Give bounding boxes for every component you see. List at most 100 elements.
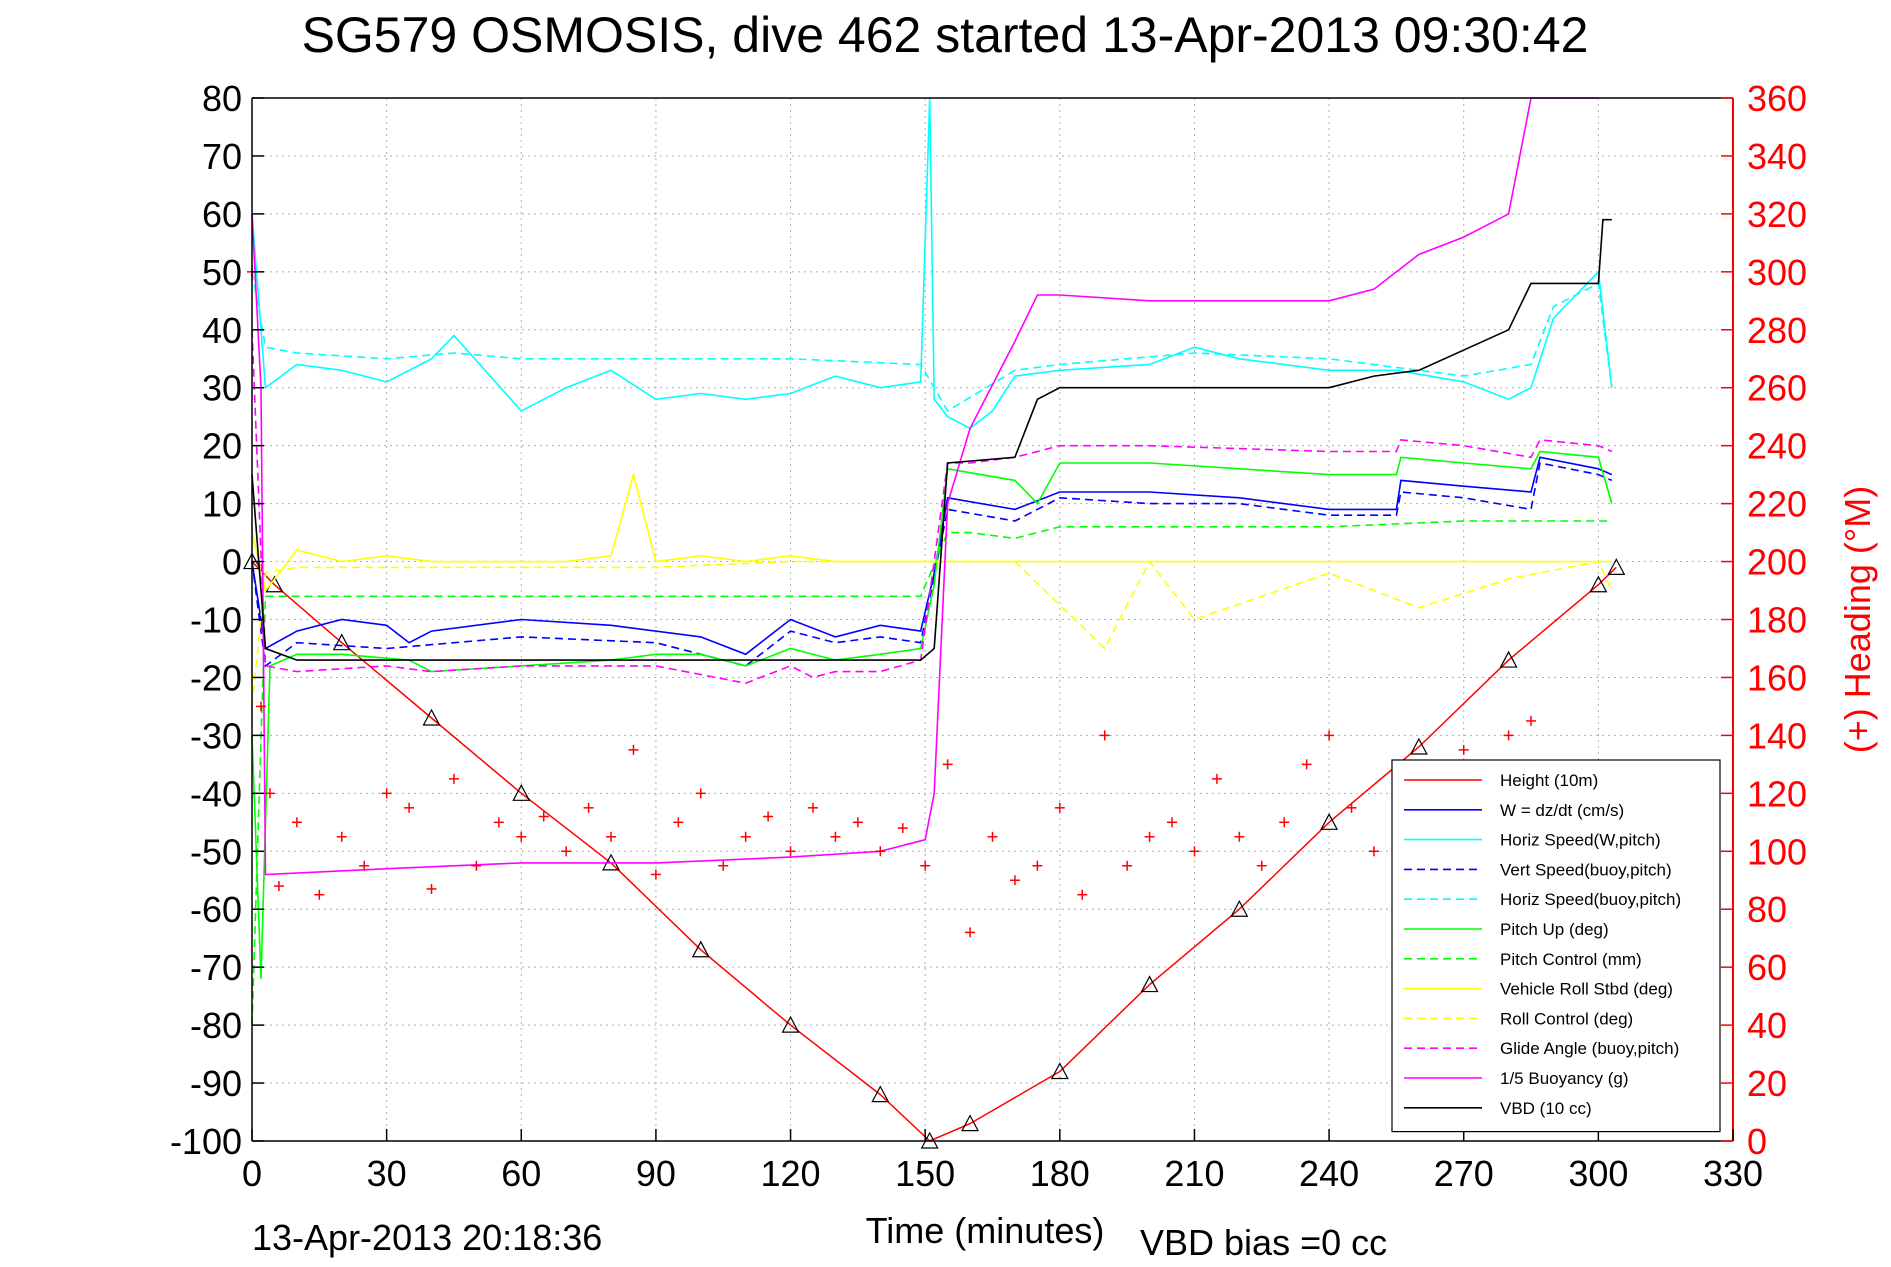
heading-point — [785, 846, 796, 857]
x-tick-label: 240 — [1299, 1153, 1359, 1194]
heading-point — [1144, 831, 1155, 842]
heading-point — [1368, 846, 1379, 857]
x-axis-label: Time (minutes) — [866, 1210, 1105, 1251]
heading-point — [875, 846, 886, 857]
x-tick-label: 270 — [1434, 1153, 1494, 1194]
y-tick-label: -80 — [190, 1005, 242, 1046]
y-right-tick-label: 220 — [1747, 484, 1807, 525]
heading-point — [1256, 860, 1267, 871]
legend-label: Glide Angle (buoy,pitch) — [1500, 1039, 1679, 1058]
heading-point — [264, 788, 275, 799]
height-marker — [1050, 1062, 1069, 1080]
y-right-tick-label: 360 — [1747, 78, 1807, 119]
y-right-tick-label: 200 — [1747, 542, 1807, 583]
heading-point — [1054, 802, 1065, 813]
x-tick-label: 180 — [1030, 1153, 1090, 1194]
y-tick-label: 80 — [202, 78, 242, 119]
heading-point — [1167, 817, 1178, 828]
heading-point — [1099, 730, 1110, 741]
y-tick-label: -100 — [170, 1121, 242, 1162]
y-right-tick-label: 280 — [1747, 310, 1807, 351]
x-tick-label: 60 — [501, 1153, 541, 1194]
height-marker — [691, 940, 710, 958]
legend-label: W = dz/dt (cm/s) — [1500, 801, 1624, 820]
series-horiz-speed-buoy-pitch — [251, 271, 1613, 413]
legend-label: Horiz Speed(buoy,pitch) — [1500, 890, 1681, 909]
height-marker — [1589, 575, 1608, 593]
y-right-tick-label: 0 — [1747, 1121, 1767, 1162]
x-tick-label: 330 — [1703, 1153, 1763, 1194]
heading-point — [763, 811, 774, 822]
heading-point — [807, 802, 818, 813]
y-right-tick-label: 260 — [1747, 368, 1807, 409]
y-tick-label: -40 — [190, 773, 242, 814]
heading-point — [426, 883, 437, 894]
legend-label: Pitch Up (deg) — [1500, 920, 1609, 939]
heading-point — [1032, 860, 1043, 871]
y-right-tick-label: 80 — [1747, 889, 1787, 930]
y-right-tick-label: 20 — [1747, 1063, 1787, 1104]
y-tick-label: 60 — [202, 194, 242, 235]
legend-label: Vert Speed(buoy,pitch) — [1500, 860, 1672, 879]
heading-point — [1009, 875, 1020, 886]
heading-point — [336, 831, 347, 842]
y-right-tick-label: 300 — [1747, 252, 1807, 293]
y-tick-labels-left: 80 70 60 50 40 30 20 10 0 -10 -20 -30 -40 -50 -60 -70 -8… — [170, 78, 264, 1162]
heading-point — [381, 788, 392, 799]
x-tick-label: 210 — [1164, 1153, 1224, 1194]
series-vehicle-roll-stbd-deg — [251, 471, 1612, 593]
heading-point — [471, 860, 482, 871]
y-right-tick-label: 160 — [1747, 657, 1807, 698]
y-tick-label: -90 — [190, 1063, 242, 1104]
height-marker — [332, 633, 351, 651]
series-vbd-10-cc — [251, 218, 1612, 661]
y-right-tick-label: 100 — [1747, 831, 1807, 872]
chart-title: SG579 OSMOSIS, dive 462 started 13-Apr-2… — [302, 7, 1589, 63]
heading-point — [314, 889, 325, 900]
series-glide-angle-buoy-pitch — [251, 329, 1613, 685]
heading-point — [830, 831, 841, 842]
heading-point — [359, 860, 370, 871]
heading-point — [718, 860, 729, 871]
chart-legend: Height (10m) W = dz/dt (cm/s) Horiz Speed(… — [1391, 759, 1721, 1133]
y-right-tick-label: 320 — [1747, 194, 1807, 235]
y-right-tick-label: 60 — [1747, 947, 1787, 988]
heading-point — [1211, 773, 1222, 784]
height-marker — [1607, 558, 1626, 575]
legend-label: 1/5 Buoyancy (g) — [1500, 1069, 1629, 1088]
heading-point — [628, 744, 639, 755]
heading-point — [493, 817, 504, 828]
heading-point — [583, 802, 594, 813]
height-marker — [871, 1085, 890, 1103]
heading-point — [516, 831, 527, 842]
legend-label: Pitch Control (mm) — [1500, 950, 1642, 969]
series-1-5-buoyancy-g — [251, 97, 1599, 876]
y-tick-label: -70 — [190, 947, 242, 988]
y-right-tick-label: 140 — [1747, 715, 1807, 756]
y-tick-label: 0 — [222, 542, 242, 583]
heading-point — [1234, 831, 1245, 842]
y-right-tick-label: 240 — [1747, 426, 1807, 467]
x-tick-labels: 0 30 60 90 120 150 180 210 240 270 300 330 — [242, 1129, 1763, 1194]
legend-label: Horiz Speed(W,pitch) — [1500, 831, 1661, 850]
y-tick-label: -10 — [190, 600, 242, 641]
heading-point — [897, 823, 908, 834]
y-right-tick-label: 40 — [1747, 1005, 1787, 1046]
series-w-dz-dt-cm-s — [251, 456, 1613, 656]
heading-point — [740, 831, 751, 842]
heading-point — [1301, 759, 1312, 770]
heading-point — [538, 811, 549, 822]
height-marker — [512, 784, 531, 801]
height-marker — [781, 1015, 800, 1033]
series-horiz-speed-w-pitch — [251, 97, 1613, 430]
heading-point — [942, 759, 953, 770]
height-marker — [1230, 899, 1249, 917]
height-marker — [1499, 650, 1518, 668]
x-tick-label: 150 — [895, 1153, 955, 1194]
height-marker — [1320, 813, 1339, 830]
x-tick-label: 90 — [636, 1153, 676, 1194]
height-marker — [422, 708, 441, 726]
y-tick-labels-right: 3603403203002802602402202001801601401201… — [1721, 78, 1807, 1162]
heading-point — [650, 869, 661, 880]
